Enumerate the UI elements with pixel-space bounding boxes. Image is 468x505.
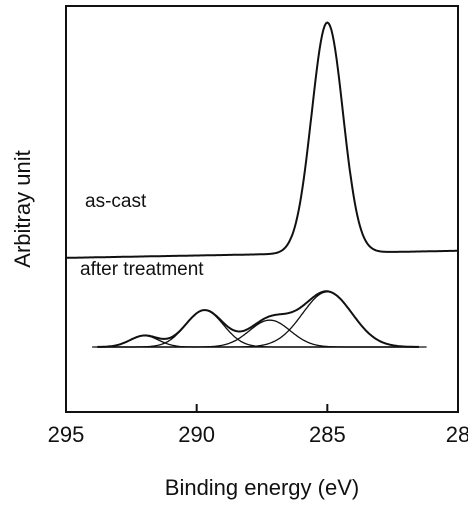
traces xyxy=(65,21,458,348)
y-axis-title: Arbitray unit xyxy=(10,150,35,267)
x-axis-title: Binding energy (eV) xyxy=(165,475,359,500)
series-as-cast-line xyxy=(65,21,458,259)
plot-frame xyxy=(65,5,459,413)
x-tick-label: 295 xyxy=(48,422,85,447)
annotation-after-treatment: after treatment xyxy=(80,259,204,280)
x-ticks: 295 290 285 28 xyxy=(48,404,468,447)
x-tick-label: 28 xyxy=(446,422,468,447)
fitted-component-2 xyxy=(97,309,419,348)
x-tick-label: 285 xyxy=(309,422,346,447)
x-tick-label: 290 xyxy=(178,422,215,447)
series-after-treatment-envelope xyxy=(97,290,419,348)
fitted-component-3 xyxy=(97,319,419,348)
annotation-as-cast: as-cast xyxy=(85,191,147,212)
fitted-component-4 xyxy=(97,291,419,348)
